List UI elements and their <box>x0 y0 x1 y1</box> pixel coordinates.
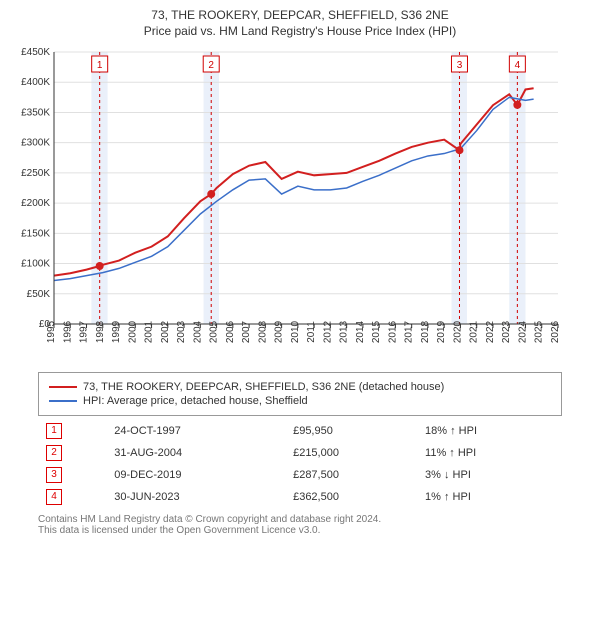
y-tick-label: £100K <box>21 259 50 270</box>
x-tick-label: 2002 <box>160 320 171 343</box>
x-tick-label: 2009 <box>274 320 285 343</box>
marker-number: 2 <box>208 60 214 71</box>
footer-note: Contains HM Land Registry data © Crown c… <box>38 514 562 536</box>
highlight-band <box>91 52 107 324</box>
x-tick-label: 2014 <box>355 320 366 343</box>
x-tick-label: 2026 <box>550 320 561 343</box>
marker-number: 1 <box>97 60 103 71</box>
x-tick-label: 2007 <box>241 320 252 343</box>
marker-table: 1 24-OCT-1997£95,95018% ↑ HPI 2 31-AUG-2004… <box>38 420 562 508</box>
marker-row: 2 31-AUG-2004£215,00011% ↑ HPI <box>38 442 562 464</box>
marker-cell-num: 1 <box>38 420 106 442</box>
marker-number: 4 <box>515 60 521 71</box>
marker-dot <box>513 101 521 109</box>
marker-cell-num: 4 <box>38 486 106 508</box>
x-tick-label: 2005 <box>209 320 220 343</box>
x-tick-label: 2019 <box>436 320 447 343</box>
marker-row: 4 30-JUN-2023£362,5001% ↑ HPI <box>38 486 562 508</box>
y-tick-label: £450K <box>21 47 50 58</box>
marker-number-box: 2 <box>46 445 62 461</box>
legend-label: 73, THE ROOKERY, DEEPCAR, SHEFFIELD, S36… <box>83 381 444 393</box>
highlight-band <box>452 52 467 324</box>
marker-row: 1 24-OCT-1997£95,95018% ↑ HPI <box>38 420 562 442</box>
marker-cell-price: £287,500 <box>285 464 417 486</box>
marker-cell-pct: 3% ↓ HPI <box>417 464 562 486</box>
marker-cell-date: 24-OCT-1997 <box>106 420 285 442</box>
legend-swatch <box>49 386 77 388</box>
x-tick-label: 1996 <box>62 320 73 343</box>
marker-cell-price: £362,500 <box>285 486 417 508</box>
marker-cell-pct: 1% ↑ HPI <box>417 486 562 508</box>
marker-number-box: 1 <box>46 423 62 439</box>
x-tick-label: 2024 <box>517 320 528 343</box>
x-tick-label: 2003 <box>176 320 187 343</box>
marker-row: 3 09-DEC-2019£287,5003% ↓ HPI <box>38 464 562 486</box>
legend: 73, THE ROOKERY, DEEPCAR, SHEFFIELD, S36… <box>38 372 562 416</box>
x-tick-label: 2021 <box>469 320 480 343</box>
marker-number-box: 3 <box>46 467 62 483</box>
x-tick-label: 2012 <box>322 320 333 343</box>
x-tick-label: 1997 <box>79 320 90 343</box>
marker-number-box: 4 <box>46 489 62 505</box>
x-tick-label: 2023 <box>501 320 512 343</box>
x-tick-label: 1998 <box>95 320 106 343</box>
legend-row: HPI: Average price, detached house, Shef… <box>49 395 551 407</box>
x-tick-label: 2015 <box>371 320 382 343</box>
price-chart: 1234£0£50K£100K£150K£200K£250K£300K£350K… <box>8 46 568 366</box>
legend-swatch <box>49 400 77 402</box>
marker-cell-date: 30-JUN-2023 <box>106 486 285 508</box>
x-tick-label: 2017 <box>404 320 415 343</box>
x-tick-label: 2020 <box>452 320 463 343</box>
x-tick-label: 2008 <box>257 320 268 343</box>
marker-cell-price: £95,950 <box>285 420 417 442</box>
marker-cell-num: 3 <box>38 464 106 486</box>
marker-number: 3 <box>457 60 463 71</box>
marker-dot <box>207 190 215 198</box>
legend-row: 73, THE ROOKERY, DEEPCAR, SHEFFIELD, S36… <box>49 381 551 393</box>
marker-cell-price: £215,000 <box>285 442 417 464</box>
x-tick-label: 2022 <box>485 320 496 343</box>
x-tick-label: 2010 <box>290 320 301 343</box>
marker-dot <box>96 262 104 270</box>
x-tick-label: 1999 <box>111 320 122 343</box>
x-tick-label: 2018 <box>420 320 431 343</box>
footer-line-1: Contains HM Land Registry data © Crown c… <box>38 514 562 525</box>
y-tick-label: £350K <box>21 107 50 118</box>
y-tick-label: £250K <box>21 168 50 179</box>
x-tick-label: 2001 <box>144 320 155 343</box>
x-tick-label: 1995 <box>46 320 57 343</box>
marker-cell-date: 31-AUG-2004 <box>106 442 285 464</box>
y-tick-label: £50K <box>27 289 51 300</box>
footer-line-2: This data is licensed under the Open Gov… <box>38 525 562 536</box>
marker-dot <box>455 146 463 154</box>
x-tick-label: 2004 <box>192 320 203 343</box>
marker-cell-pct: 11% ↑ HPI <box>417 442 562 464</box>
y-tick-label: £400K <box>21 77 50 88</box>
x-tick-label: 2016 <box>387 320 398 343</box>
x-tick-label: 2011 <box>306 321 317 343</box>
y-tick-label: £150K <box>21 228 50 239</box>
y-tick-label: £200K <box>21 198 50 209</box>
x-tick-label: 2025 <box>534 320 545 343</box>
page-title: 73, THE ROOKERY, DEEPCAR, SHEFFIELD, S36… <box>8 8 592 22</box>
marker-cell-pct: 18% ↑ HPI <box>417 420 562 442</box>
marker-cell-num: 2 <box>38 442 106 464</box>
x-tick-label: 2013 <box>339 320 350 343</box>
legend-label: HPI: Average price, detached house, Shef… <box>83 395 308 407</box>
chart-container: 1234£0£50K£100K£150K£200K£250K£300K£350K… <box>8 46 592 366</box>
page-subtitle: Price paid vs. HM Land Registry's House … <box>8 24 592 38</box>
x-tick-label: 2006 <box>225 320 236 343</box>
marker-cell-date: 09-DEC-2019 <box>106 464 285 486</box>
y-tick-label: £300K <box>21 138 50 149</box>
x-tick-label: 2000 <box>127 320 138 343</box>
